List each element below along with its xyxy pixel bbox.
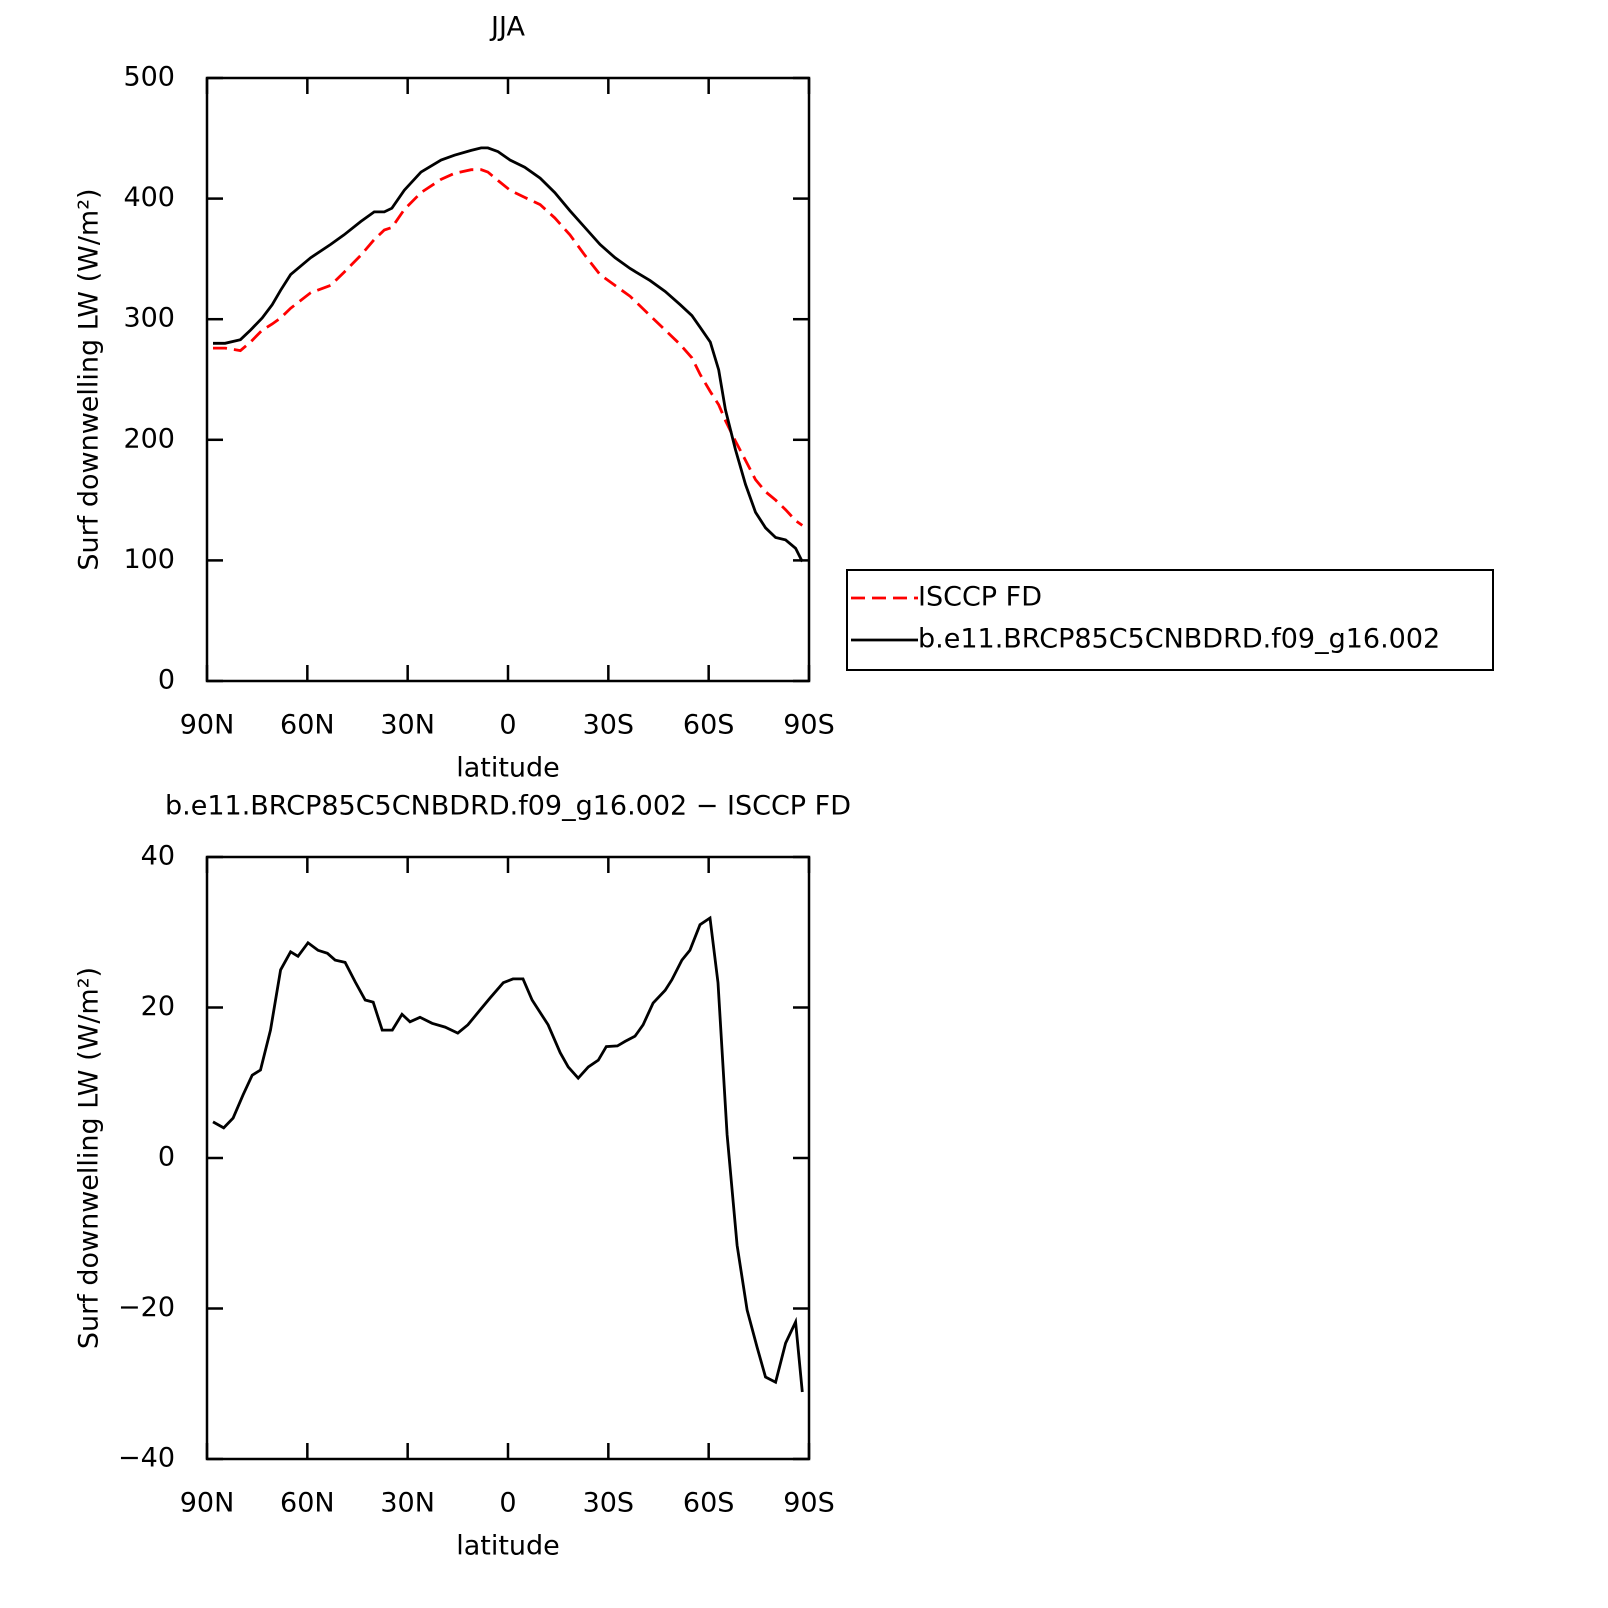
plot: JJA latitude Surf downwelling LW (W/m²) 90N… xyxy=(74,12,1494,784)
data-line xyxy=(213,168,804,527)
plot: b.e11.BRCP85C5CNBDRD.f09_g16.002 − ISCCP… xyxy=(74,791,851,1562)
y-axis-label: Surf downwelling LW (W/m²) xyxy=(74,967,105,1349)
y-tick-label: −40 xyxy=(118,1443,175,1474)
x-tick-label: 0 xyxy=(499,710,516,741)
y-tick-label: 500 xyxy=(123,62,175,93)
y-tick-label: −20 xyxy=(118,1292,175,1323)
chart-title: JJA xyxy=(489,12,525,43)
x-tick-label: 30S xyxy=(583,1488,635,1519)
y-tick-label: 0 xyxy=(158,665,175,696)
legend-label: b.e11.BRCP85C5CNBDRD.f09_g16.002 xyxy=(918,624,1440,655)
data-line xyxy=(212,915,804,1393)
x-tick-label: 0 xyxy=(499,1488,516,1519)
x-tick-label: 90S xyxy=(783,1488,835,1519)
x-tick-label: 90N xyxy=(180,710,235,741)
y-tick-label: 20 xyxy=(141,991,175,1022)
y-tick-label: 400 xyxy=(123,182,175,213)
plot-frame xyxy=(205,76,811,683)
x-tick-label: 60N xyxy=(280,710,335,741)
x-tick-label: 60N xyxy=(280,1488,335,1519)
y-tick-label: 0 xyxy=(158,1142,175,1173)
x-tick-label: 30S xyxy=(583,710,635,741)
x-tick-label: 60S xyxy=(683,710,735,741)
x-tick-label: 60S xyxy=(683,1488,735,1519)
x-tick-label: 30N xyxy=(380,1488,435,1519)
legend-label: ISCCP FD xyxy=(918,582,1042,613)
y-tick-label: 100 xyxy=(123,544,175,575)
x-tick-label: 90S xyxy=(783,710,835,741)
y-tick-label: 300 xyxy=(123,303,175,334)
plot-frame xyxy=(205,855,811,1461)
chart-title: b.e11.BRCP85C5CNBDRD.f09_g16.002 − ISCCP… xyxy=(165,791,851,822)
y-axis-label: Surf downwelling LW (W/m²) xyxy=(74,188,105,570)
y-tick-label: 200 xyxy=(123,423,175,454)
x-axis-label: latitude xyxy=(456,753,560,784)
x-tick-label: 90N xyxy=(180,1488,235,1519)
x-tick-label: 30N xyxy=(380,710,435,741)
x-axis-label: latitude xyxy=(456,1531,560,1562)
legend-box xyxy=(846,569,1494,671)
y-tick-label: 40 xyxy=(141,841,175,872)
data-line xyxy=(213,146,804,563)
